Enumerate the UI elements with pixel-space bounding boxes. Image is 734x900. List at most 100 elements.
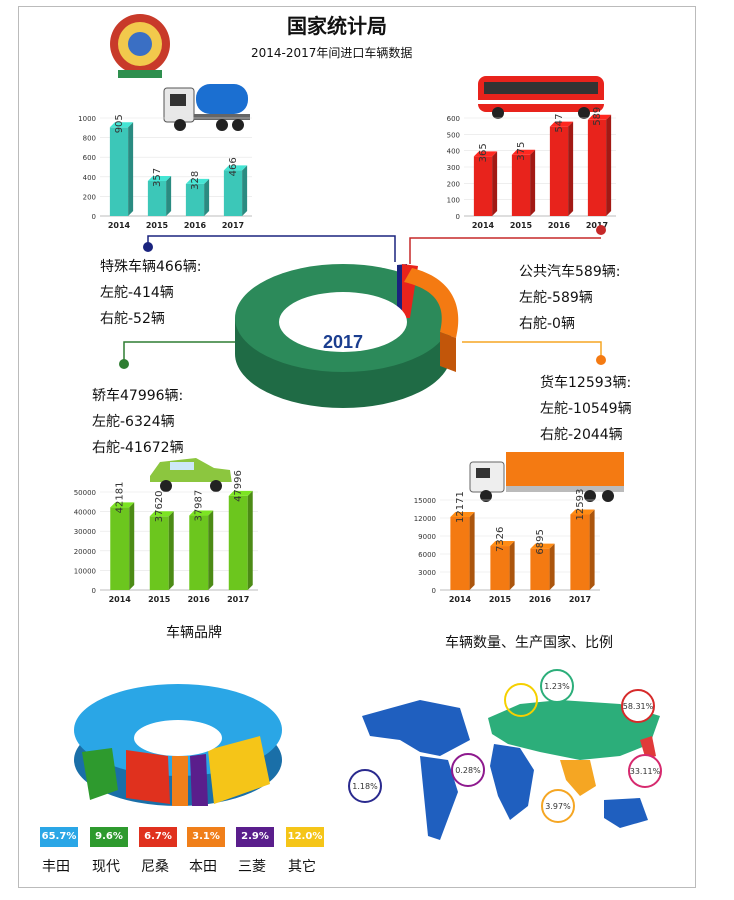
bus-info: 公共汽车589辆: 左舵-589辆 右舵-0辆 [519, 259, 620, 337]
bar-top [473, 151, 498, 157]
bar-top [490, 541, 515, 547]
bar-side [168, 511, 174, 590]
special-vehicle-total: 特殊车辆466辆: [100, 259, 202, 275]
bar-top [530, 543, 555, 549]
page-title: 国家统计局 [287, 14, 387, 38]
bar [185, 183, 205, 216]
map-bubble-label: 1.23% [544, 682, 570, 691]
bar [147, 181, 167, 216]
brand-donut-chart [74, 684, 282, 806]
bar [473, 156, 493, 216]
y-tick-label: 3000 [418, 569, 436, 577]
bar-top [185, 178, 210, 184]
bar-top [223, 165, 248, 171]
center-year-label: 2017 [323, 332, 363, 352]
x-tick-label: 2016 [188, 595, 211, 604]
bus-right: 右舵-0辆 [519, 316, 575, 332]
y-tick-label: 200 [83, 193, 96, 201]
y-tick-label: 400 [83, 174, 96, 182]
brand-percent-badge: 9.6% [90, 827, 128, 847]
bar-side [166, 176, 172, 216]
bar-top [228, 490, 253, 496]
car-left: 左舵-6324辆 [92, 414, 175, 430]
brand-percent-badge: 6.7% [139, 827, 177, 847]
bar-value-label: 328 [190, 171, 201, 190]
brand-slice-hyundai [82, 748, 118, 800]
brand-percent-badge: 12.0% [286, 827, 324, 847]
emblem-icon [110, 14, 170, 78]
bar [490, 546, 510, 590]
y-tick-label: 20000 [74, 548, 96, 556]
bar-side [492, 151, 498, 216]
x-tick-label: 2016 [529, 595, 552, 604]
y-tick-label: 30000 [74, 528, 96, 536]
map-bubble-label: 3.97% [545, 802, 571, 811]
bar-top [110, 502, 135, 508]
x-tick-label: 2017 [222, 221, 244, 230]
special-vehicle-right: 右舵-52辆 [100, 311, 165, 327]
bar-top [189, 510, 214, 516]
bar-value-label: 547 [554, 114, 565, 133]
car-bar-chart: 0 10000 20000 30000 40000 50000 42181 2014 37620… [74, 470, 258, 604]
brand-name-label: 三菱 [238, 859, 266, 875]
y-tick-label: 0 [432, 587, 436, 595]
y-tick-label: 10000 [74, 567, 96, 575]
bar-value-label: 37987 [194, 490, 205, 522]
x-tick-label: 2015 [510, 221, 533, 230]
bar-side [204, 178, 210, 216]
special-vehicle-info: 特殊车辆466辆: 左舵-414辆 右舵-52辆 [100, 254, 201, 332]
bar-side [589, 509, 595, 590]
bar [587, 119, 607, 216]
bar-top [450, 511, 475, 517]
y-tick-label: 500 [447, 131, 460, 139]
car-info: 轿车47996辆: 左舵-6324辆 右舵-41672辆 [92, 383, 184, 461]
bar-side [208, 510, 214, 590]
bar-value-label: 365 [478, 143, 489, 162]
bar-value-label: 47996 [233, 470, 244, 502]
bar-value-label: 37620 [154, 490, 165, 522]
map-bubble-label: 58.31% [623, 702, 654, 711]
y-tick-label: 6000 [418, 551, 436, 559]
bar-side [530, 149, 536, 216]
special-vehicle-left: 左舵-414辆 [100, 285, 174, 301]
bar [530, 548, 550, 590]
bar-value-label: 905 [114, 114, 125, 133]
bar-value-label: 357 [152, 168, 163, 187]
bar-value-label: 7326 [495, 527, 506, 552]
y-tick-label: 600 [83, 154, 96, 162]
y-tick-label: 800 [83, 135, 96, 143]
bar-top [549, 121, 574, 127]
y-tick-label: 9000 [418, 533, 436, 541]
center-ring-chart: 2017 [235, 264, 459, 408]
y-tick-label: 0 [92, 587, 96, 595]
bus-left: 左舵-589辆 [519, 290, 593, 306]
special-vehicle-bar-chart: 0 200 400 600 800 1000 905 2014 357 2015 328 2016 46… [78, 114, 252, 230]
bar [450, 516, 470, 590]
map-bubble-label: 1.18% [352, 782, 378, 791]
x-tick-label: 2017 [227, 595, 249, 604]
truck-left: 左舵-10549辆 [540, 401, 632, 417]
bar-top [109, 122, 134, 128]
bar [228, 495, 248, 590]
bar-side [549, 543, 555, 590]
bar-side [242, 165, 248, 216]
bar-top [147, 176, 172, 182]
x-tick-label: 2016 [548, 221, 571, 230]
car-right: 右舵-41672辆 [92, 440, 184, 456]
truck-total: 货车12593辆: [540, 375, 632, 391]
y-tick-label: 1000 [78, 115, 96, 123]
x-tick-label: 2015 [146, 221, 169, 230]
x-tick-label: 2014 [472, 221, 495, 230]
x-tick-label: 2014 [449, 595, 472, 604]
bar [549, 126, 569, 216]
bar-side [509, 541, 515, 590]
x-tick-label: 2014 [108, 221, 131, 230]
bar [223, 170, 243, 216]
brand-slice-honda [172, 756, 188, 806]
bus-bar-chart: 0 100 200 300 400 500 600 365 2014 375 2015 547 2016… [447, 107, 616, 230]
x-tick-label: 2014 [109, 595, 132, 604]
y-tick-label: 0 [456, 213, 460, 221]
bar-top [587, 114, 612, 120]
brand-name-label: 其它 [288, 859, 316, 875]
